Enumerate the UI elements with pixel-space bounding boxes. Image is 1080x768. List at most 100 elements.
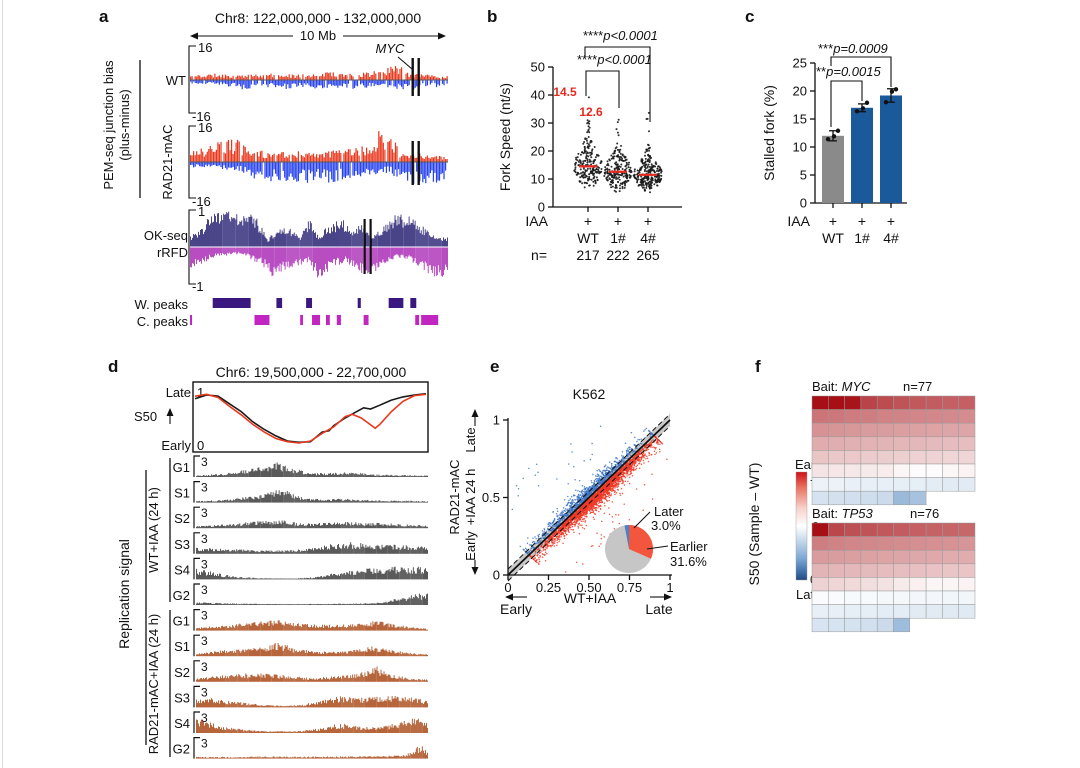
right-arrow-icon [664,593,672,601]
heatmap-cell [942,436,959,451]
category-name: 4# [883,230,899,246]
colorbar [795,471,808,581]
heatmap-cell [811,536,829,551]
heatmap-cell [942,536,959,551]
heatmap-cell [844,522,862,537]
heatmap-cell [925,450,943,465]
heatmap-cell [811,577,829,592]
heatmap-cell [942,549,959,565]
wt-group-label: WT+IAA (24 h) [146,487,161,573]
heatmap-cell [958,422,976,438]
median-lines [579,165,657,176]
heatmap-cell [893,463,911,478]
up-arrow-icon [471,409,479,417]
w-peaks-blocks [212,298,417,308]
panel-d-region-title: Chr6: 19,500,000 - 22,700,000 [216,364,407,380]
pie-later-label: Later [654,504,684,519]
heatmap-cell [828,395,845,410]
panel-label: d [108,357,118,376]
heatmap-cell [876,577,894,592]
heatmap-cell [860,422,878,438]
heatmap-cell [844,590,862,605]
pie-later-pct: 3.0% [651,518,681,533]
okseq-crick-bars [190,247,448,278]
heatmap-cell [893,563,911,578]
heatmap-cell [844,395,862,410]
replication-signal-axis-label: Replication signal [116,539,132,649]
heatmap-cell [811,450,829,465]
group-name: WT [577,230,599,246]
rad21-track-scale-bracket [188,125,196,199]
track-label: S1 [174,486,190,501]
fork-speed-dots [573,96,663,194]
heatmap-cell [876,436,894,451]
myc-pointer-line [397,56,413,70]
colorbar-axis-label: S50 (Sample – WT) [746,463,762,586]
heatmap-cell [925,536,943,551]
heatmap-cell [893,536,911,551]
s50-plot-frame [192,381,429,453]
s50-axis-label: S50 [134,409,157,424]
heatmap-cell [909,395,927,410]
heatmap-cell [860,395,878,410]
heatmap-cell [811,590,829,605]
heatmap-cell [876,563,894,578]
track-label: S3 [174,537,190,552]
panel-label: f [755,357,761,376]
heatmap-tp53-grid [811,522,976,633]
myc-marker [417,58,420,96]
svg-text:40: 40 [531,88,545,103]
pie-later-pointer [633,511,651,529]
bar [822,135,844,203]
n-value: 222 [606,247,630,263]
y-axis-title-line2: +IAA 24 h [463,469,478,526]
median-value-wt: 14.5 [553,85,577,99]
iaa-plus: + [858,213,866,229]
heatmap-cell [876,604,894,619]
pie-chart [605,524,654,573]
heatmap-myc-grid [811,395,976,506]
heatmap-cell [828,536,845,551]
heatmap-cell [909,563,927,578]
data-point [864,100,870,105]
heatmap-cell [876,450,894,465]
data-point [893,87,899,92]
heatmap-cell [958,590,976,605]
heatmap-cell [876,536,894,551]
n-value: 265 [636,247,660,263]
iaa-plus: + [644,213,652,229]
n-value: 217 [576,247,600,263]
heatmap-cell [909,409,927,424]
heatmap-cell [811,436,829,451]
heatmap-cell [811,549,829,565]
iaa-row-label: IAA [525,213,548,229]
bar [880,95,902,203]
heatmap-cell [909,463,927,478]
heatmap-cell [893,590,911,605]
pie-earlier-pct: 31.6% [670,554,707,569]
heatmap-cell [925,590,943,605]
heatmap-cell [811,409,829,424]
heatmap-cell [860,590,878,605]
heatmap-cell [909,536,927,551]
heatmap-cell [942,563,959,578]
heatmap-cell [893,617,911,633]
heatmap-cell [893,395,911,410]
heatmap-cell [844,463,862,478]
heatmap-cell [844,549,862,565]
y-late-label: Late [463,427,478,452]
heatmap-cell [876,463,894,478]
pie-earlier-label: Earlier [670,539,708,554]
track-label: S2 [174,665,190,680]
heatmap-cell [942,522,959,537]
svg-text:50: 50 [531,60,545,75]
panel-label: e [490,357,499,376]
heatmap-cell [893,450,911,465]
iaa-plus: + [584,213,592,229]
s50-curves [194,392,427,444]
wt-track-name: WT [166,73,186,88]
panel-label: a [99,7,109,26]
data-point [889,89,895,94]
